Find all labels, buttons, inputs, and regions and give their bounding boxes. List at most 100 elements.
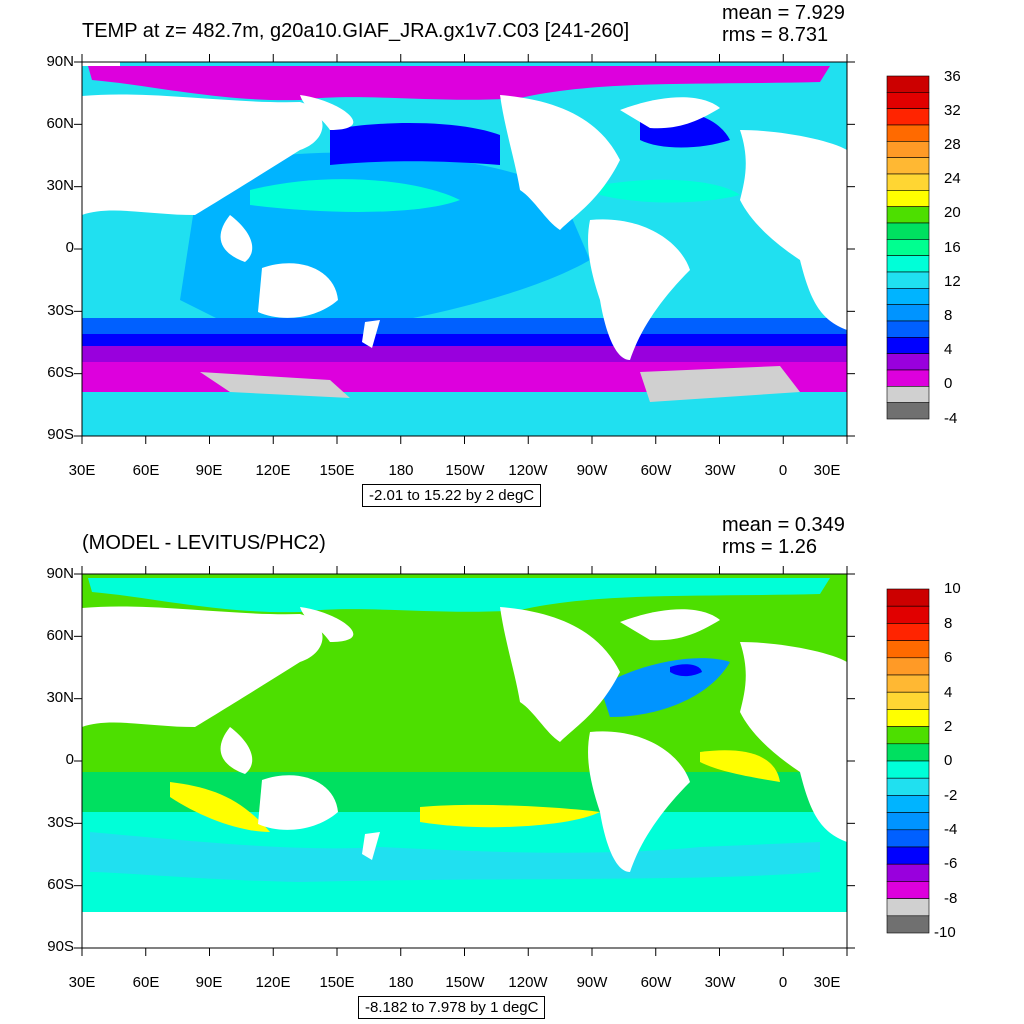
lat-label: 60N xyxy=(46,115,74,132)
colorbar-swatch xyxy=(886,605,930,624)
lon-label: 120E xyxy=(255,462,291,479)
lat-label: 90S xyxy=(47,426,74,443)
field-ice-shelf-2 xyxy=(640,366,800,402)
temp-map xyxy=(74,54,930,444)
anomaly-map xyxy=(74,566,930,956)
colorbar-label: 4 xyxy=(944,341,953,358)
colorbar-label: 0 xyxy=(944,375,953,392)
colorbar-swatch xyxy=(886,846,930,865)
field-warm-core-2 xyxy=(600,179,740,203)
land xyxy=(82,62,847,360)
colorbar-label: -2 xyxy=(944,787,958,804)
colorbar-label: -10 xyxy=(934,924,956,941)
field-ice-shelf-1 xyxy=(200,372,350,398)
colorbar-label: 36 xyxy=(944,68,961,85)
colorbar-label: 2 xyxy=(944,718,953,735)
colorbar-swatch xyxy=(886,709,930,727)
colorbar-swatch xyxy=(886,108,930,126)
lat-label: 30N xyxy=(46,689,74,706)
land xyxy=(82,606,847,948)
lat-label: 0 xyxy=(65,239,74,256)
lon-label: 90E xyxy=(195,462,223,479)
field-warm-core-1 xyxy=(250,179,460,212)
colorbar-label: 8 xyxy=(944,307,953,324)
colorbar-swatch xyxy=(886,623,930,641)
colorbar-label: -6 xyxy=(944,855,958,872)
lon-label: 120W xyxy=(508,462,548,479)
lon-label: 0 xyxy=(778,974,788,991)
lon-label: 180 xyxy=(388,462,414,479)
lat-label: 90S xyxy=(47,938,74,955)
colorbar-label: 6 xyxy=(944,649,953,666)
colorbar-swatch xyxy=(886,124,930,142)
mean-value: mean = 7.929 xyxy=(722,2,845,24)
field-north-pacific xyxy=(330,123,500,165)
colorbar-swatch xyxy=(886,206,930,224)
axis-ticks xyxy=(74,54,855,444)
lat-label: 90N xyxy=(46,565,74,582)
field-acc-blue xyxy=(82,334,847,348)
colorbar-swatch xyxy=(886,304,930,322)
colorbar-label: -4 xyxy=(944,821,958,838)
field-arctic xyxy=(88,66,830,101)
lon-label: 30E xyxy=(68,462,96,479)
field-southern-cool xyxy=(90,832,820,882)
colorbar-swatch xyxy=(886,691,930,710)
colorbar-swatch xyxy=(886,222,930,240)
lat-label: 60S xyxy=(47,364,74,381)
colorbar-label: 28 xyxy=(944,136,961,153)
colorbar-swatch xyxy=(886,743,930,762)
lon-label: 150W xyxy=(445,462,485,479)
lon-label: 30E xyxy=(68,974,96,991)
colorbar-swatch xyxy=(886,640,930,659)
colorbar xyxy=(886,588,930,934)
colorbar-swatch xyxy=(886,863,930,882)
lat-label: 60S xyxy=(47,876,74,893)
colorbar-label: 10 xyxy=(944,580,961,597)
rms-value: rms = 1.26 xyxy=(722,536,818,558)
colorbar-swatch xyxy=(886,190,930,207)
lat-label: 30N xyxy=(46,177,74,194)
colorbar-label: -4 xyxy=(944,410,958,427)
colorbar-swatch xyxy=(886,353,930,371)
lat-label: 0 xyxy=(65,751,74,768)
colorbar-label: 0 xyxy=(944,752,953,769)
colorbar-swatch xyxy=(886,386,930,403)
contour-range-box: -2.01 to 15.22 by 2 degC xyxy=(362,484,542,507)
lon-label: 150E xyxy=(319,462,355,479)
colorbar-label: -8 xyxy=(944,890,958,907)
colorbar-swatch xyxy=(886,760,930,779)
field-north-atlantic-core xyxy=(670,664,702,677)
colorbar-swatch xyxy=(886,795,930,813)
colorbar-label: 4 xyxy=(944,684,953,701)
lon-label: 90W xyxy=(576,974,608,991)
colorbar-label: 20 xyxy=(944,204,961,221)
colorbar-swatch xyxy=(886,75,930,93)
anomaly-panel: (MODEL - LEVITUS/PHC2) mean = 0.349 rms … xyxy=(0,512,1024,1024)
colorbar-swatch xyxy=(886,239,930,256)
lon-label: 60W xyxy=(640,974,672,991)
colorbar-swatch xyxy=(886,777,930,796)
colorbar-label: 8 xyxy=(944,615,953,632)
lon-label: 120W xyxy=(508,974,548,991)
map-field xyxy=(82,62,847,436)
colorbar-swatch xyxy=(886,288,930,305)
colorbar xyxy=(886,75,930,420)
colorbar-label: 16 xyxy=(944,239,961,256)
colorbar-swatch xyxy=(886,829,930,848)
rms-value: rms = 8.731 xyxy=(722,24,829,46)
colorbar-swatch xyxy=(886,674,930,693)
lat-label: 30S xyxy=(47,302,74,319)
lat-label: 60N xyxy=(46,627,74,644)
lon-label: 30W xyxy=(704,462,736,479)
colorbar-swatch xyxy=(886,173,930,191)
colorbar-label: 32 xyxy=(944,102,961,119)
colorbar-swatch xyxy=(886,255,930,273)
panel-title: (MODEL - LEVITUS/PHC2) xyxy=(82,532,326,554)
lon-label: 180 xyxy=(388,974,414,991)
lon-label: 90W xyxy=(576,462,608,479)
lat-label: 90N xyxy=(46,53,74,70)
colorbar-label: 12 xyxy=(944,273,961,290)
colorbar-swatch xyxy=(886,320,930,338)
colorbar-swatch xyxy=(886,812,930,831)
